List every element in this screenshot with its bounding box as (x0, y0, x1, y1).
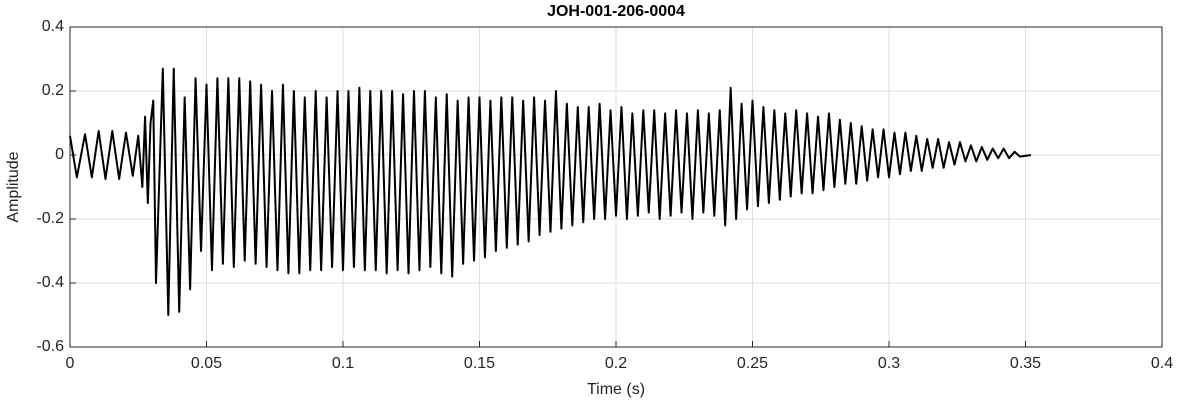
x-axis-label: Time (s) (587, 381, 645, 398)
y-tick-label: -0.4 (36, 274, 64, 291)
x-tick-label: 0.4 (1151, 355, 1173, 372)
y-tick-label: 0.2 (42, 82, 64, 99)
y-tick-label: -0.2 (36, 210, 64, 227)
y-tick-label: 0 (55, 146, 64, 163)
x-tick-label: 0.15 (464, 355, 495, 372)
waveform-line (69, 67, 1032, 316)
y-axis-label: Amplitude (5, 151, 22, 222)
x-tick-label: 0.25 (737, 355, 768, 372)
x-tick-label: 0.35 (1010, 355, 1041, 372)
plot-frame (69, 26, 1163, 348)
x-tick-label: 0 (66, 355, 75, 372)
x-tick-label: 0.2 (605, 355, 627, 372)
y-tick-label: -0.6 (36, 338, 64, 355)
y-tick-label: 0.4 (42, 18, 64, 35)
x-tick-label: 0.05 (191, 355, 222, 372)
x-tick-label: 0.3 (878, 355, 900, 372)
chart-title: JOH-001-206-0004 (547, 3, 685, 20)
x-tick-label: 0.1 (332, 355, 354, 372)
